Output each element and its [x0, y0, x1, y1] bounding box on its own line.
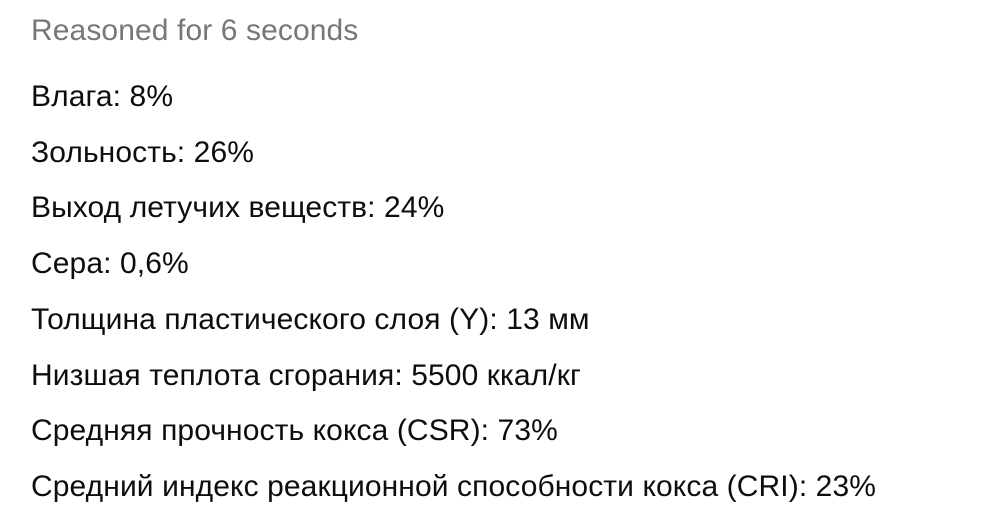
property-line-coke-reactivity-cri: Средний индекс реакционной способности к…	[31, 469, 877, 503]
property-line-sulfur: Сера: 0,6%	[31, 247, 189, 281]
property-line-plastic-layer-thickness: Толщина пластического слоя (Y): 13 мм	[31, 302, 590, 336]
message-body: Влага: 8% Зольность: 26% Выход летучих в…	[31, 69, 970, 515]
property-line-net-calorific-value: Низшая теплота сгорания: 5500 ккал/кг	[31, 358, 581, 392]
reasoning-summary-toggle[interactable]: Reasoned for 6 seconds	[31, 14, 359, 47]
assistant-message: Reasoned for 6 seconds Влага: 8% Зольнос…	[31, 14, 970, 515]
property-line-coke-strength-csr: Средняя прочность кокса (CSR): 73%	[31, 414, 558, 448]
property-line-moisture: Влага: 8%	[31, 80, 174, 113]
property-line-volatile-matter: Выход летучих веществ: 24%	[31, 191, 445, 225]
property-line-ash: Зольность: 26%	[31, 135, 255, 169]
